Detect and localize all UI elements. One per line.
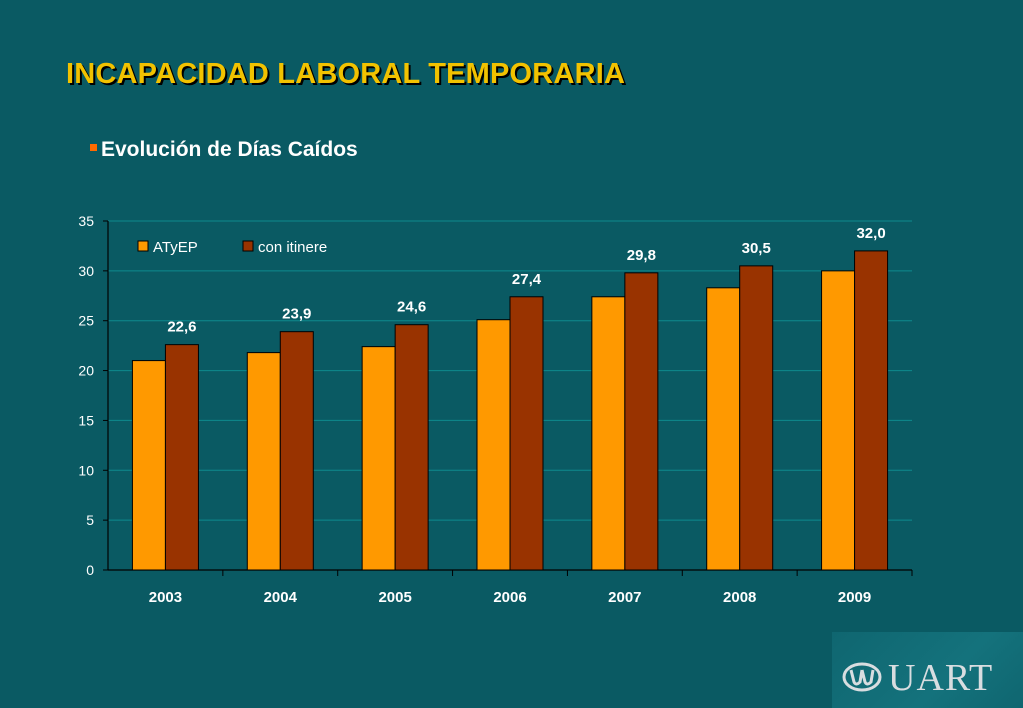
legend-label: ATyEP bbox=[153, 239, 198, 256]
data-label: 24,6 bbox=[397, 299, 426, 316]
bar-atyep bbox=[821, 270, 856, 571]
bar-atyep bbox=[131, 360, 166, 571]
x-tick-label: 2003 bbox=[149, 589, 182, 606]
y-tick-label: 0 bbox=[86, 562, 94, 578]
bar-atyep bbox=[591, 296, 626, 571]
bar-itinere bbox=[279, 331, 314, 571]
legend-swatch bbox=[137, 240, 149, 252]
x-tick-label: 2007 bbox=[608, 589, 641, 606]
bar-itinere bbox=[624, 272, 659, 571]
data-label: 23,9 bbox=[282, 306, 311, 323]
bar-itinere bbox=[164, 344, 199, 571]
bar-itinere bbox=[509, 296, 544, 571]
data-label: 30,5 bbox=[742, 240, 771, 257]
uart-logo-icon bbox=[842, 662, 882, 692]
bar-itinere bbox=[739, 265, 774, 571]
y-tick-label: 5 bbox=[86, 512, 94, 528]
bar-itinere bbox=[394, 324, 429, 571]
y-tick-label: 35 bbox=[78, 213, 94, 229]
y-tick-label: 30 bbox=[78, 263, 94, 279]
data-label: 29,8 bbox=[627, 247, 656, 264]
slide-title: INCAPACIDAD LABORAL TEMPORARIA bbox=[66, 58, 626, 90]
bar-itinere bbox=[854, 250, 889, 571]
y-tick-label: 10 bbox=[78, 462, 94, 478]
logo-text: UART bbox=[888, 657, 994, 699]
bar-atyep bbox=[476, 319, 511, 571]
data-label: 32,0 bbox=[856, 225, 885, 242]
legend-swatch bbox=[242, 240, 254, 252]
slide-subtitle: Evolución de Días Caídos bbox=[90, 138, 358, 162]
bullet-square-icon bbox=[90, 144, 97, 151]
y-tick-label: 15 bbox=[78, 412, 94, 428]
logo-background bbox=[832, 632, 1023, 708]
x-tick-label: 2004 bbox=[264, 589, 298, 606]
y-tick-label: 20 bbox=[78, 363, 94, 379]
data-label: 27,4 bbox=[512, 271, 542, 288]
x-tick-label: 2009 bbox=[838, 589, 871, 606]
x-tick-label: 2006 bbox=[493, 589, 526, 606]
x-tick-label: 2005 bbox=[378, 589, 411, 606]
bar-atyep bbox=[706, 287, 741, 571]
y-tick-label: 25 bbox=[78, 313, 94, 329]
data-label: 22,6 bbox=[167, 319, 196, 336]
legend-label: con itinere bbox=[258, 239, 327, 256]
bar-atyep bbox=[246, 352, 281, 571]
bar-atyep bbox=[361, 346, 396, 571]
x-tick-label: 2008 bbox=[723, 589, 756, 606]
subtitle-text: Evolución de Días Caídos bbox=[101, 138, 358, 161]
